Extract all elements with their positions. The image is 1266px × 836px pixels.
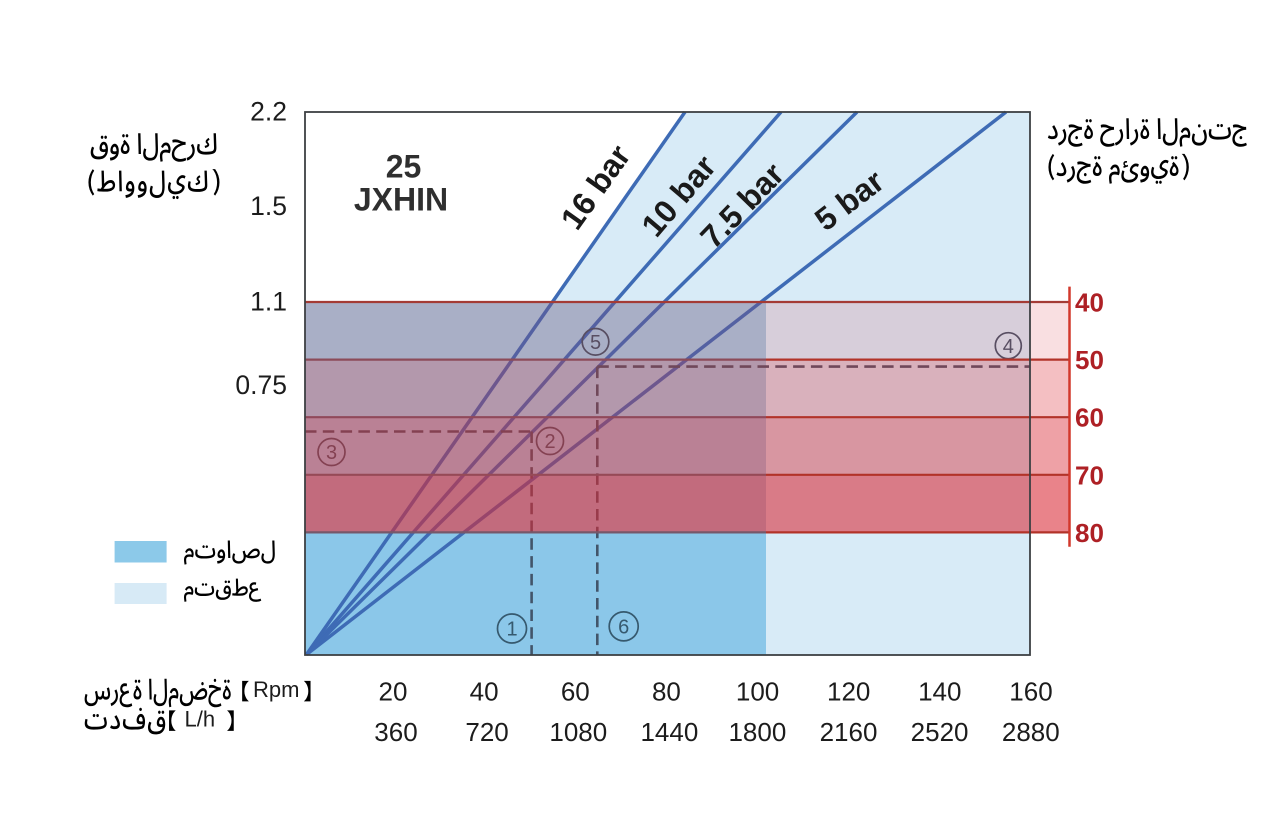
svg-text:70: 70 bbox=[1075, 460, 1104, 490]
svg-text:1080: 1080 bbox=[549, 717, 607, 747]
svg-text:360: 360 bbox=[374, 717, 417, 747]
svg-text:25: 25 bbox=[386, 149, 422, 185]
svg-text:2: 2 bbox=[544, 431, 555, 453]
svg-text:Rpm: Rpm bbox=[253, 677, 299, 702]
svg-text:40: 40 bbox=[470, 677, 499, 707]
svg-text:80: 80 bbox=[1075, 518, 1104, 548]
svg-text:2160: 2160 bbox=[820, 717, 878, 747]
svg-text:50: 50 bbox=[1075, 345, 1104, 375]
svg-text:120: 120 bbox=[827, 677, 870, 707]
svg-text:4: 4 bbox=[1003, 336, 1014, 358]
svg-text:2520: 2520 bbox=[911, 717, 969, 747]
svg-text:L/h: L/h bbox=[185, 707, 216, 732]
svg-text:100: 100 bbox=[736, 677, 779, 707]
svg-text:720: 720 bbox=[465, 717, 508, 747]
svg-text:6: 6 bbox=[618, 617, 629, 639]
svg-text:2880: 2880 bbox=[1002, 717, 1060, 747]
svg-text:JXHIN: JXHIN bbox=[354, 182, 448, 218]
svg-text:60: 60 bbox=[1075, 403, 1104, 433]
svg-text:0.75: 0.75 bbox=[235, 370, 287, 400]
svg-text:40: 40 bbox=[1075, 288, 1104, 318]
svg-text:1: 1 bbox=[506, 619, 517, 641]
svg-text:2.2: 2.2 bbox=[250, 96, 287, 126]
svg-text:3: 3 bbox=[326, 442, 337, 464]
svg-text:1.5: 1.5 bbox=[250, 191, 287, 221]
svg-text:5: 5 bbox=[590, 332, 601, 354]
svg-text:160: 160 bbox=[1009, 677, 1052, 707]
svg-text:1440: 1440 bbox=[640, 717, 698, 747]
svg-text:1.1: 1.1 bbox=[250, 286, 287, 316]
svg-text:140: 140 bbox=[918, 677, 961, 707]
svg-text:20: 20 bbox=[379, 677, 408, 707]
svg-text:80: 80 bbox=[652, 677, 681, 707]
svg-text:60: 60 bbox=[561, 677, 590, 707]
svg-text:1800: 1800 bbox=[728, 717, 786, 747]
